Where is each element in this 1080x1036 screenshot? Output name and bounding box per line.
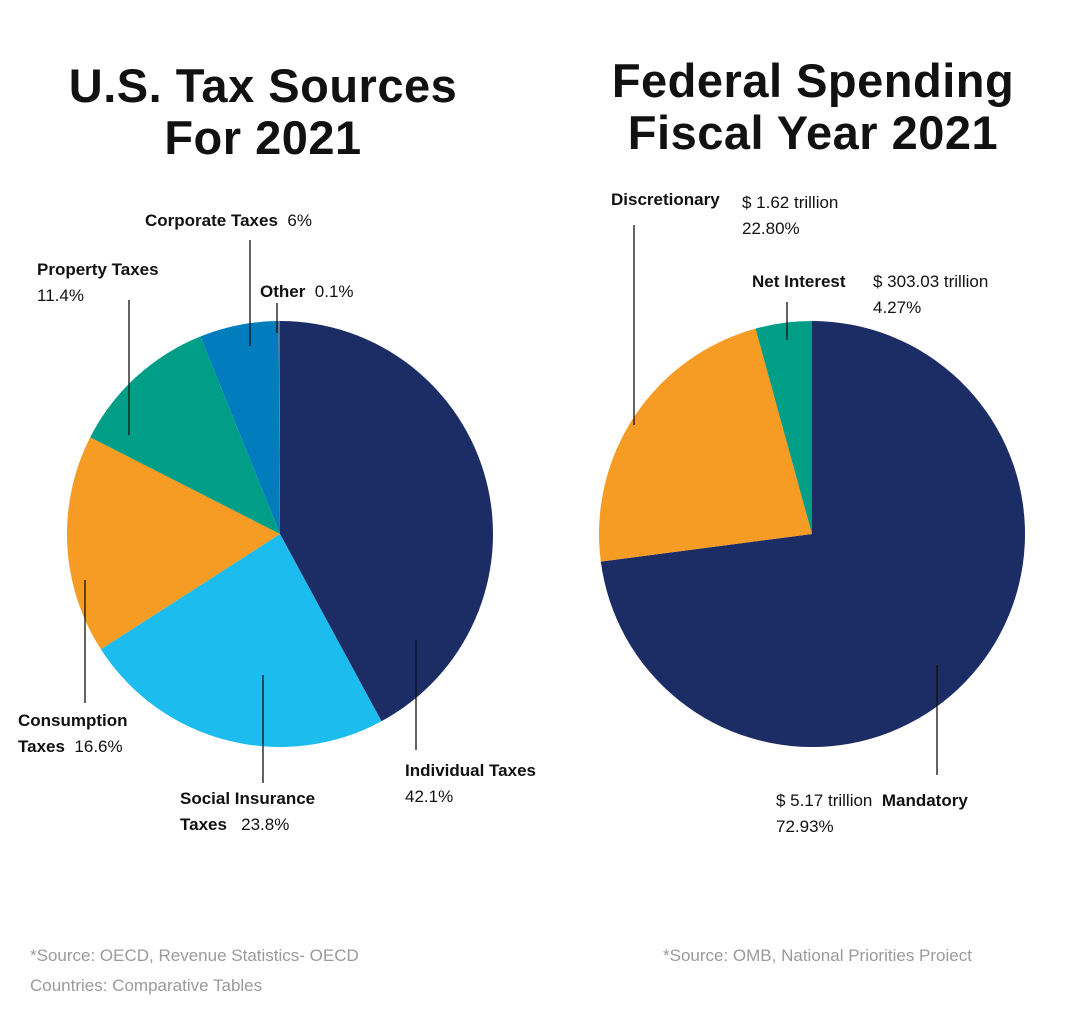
label-net-interest: Net Interest — [752, 272, 846, 291]
spending-source-note: *Source: OMB, National Priorities Proiec… — [663, 946, 972, 965]
value-net-interest: $ 303.03 trillion 4.27% — [873, 272, 989, 317]
pie-slice-other — [278, 321, 280, 534]
label-individual: Individual Taxes 42.1% — [405, 761, 537, 806]
tax-chart-title: U.S. Tax Sources For 2021 — [40, 60, 486, 164]
label-social: Social Insurance Taxes 23.8% — [180, 789, 316, 834]
pie-slice-consumption — [66, 437, 281, 650]
label-mandatory: $ 5.17 trillion Mandatory 72.93% — [776, 791, 968, 836]
label-property: Property Taxes 11.4% — [37, 260, 159, 305]
leader-lines — [84, 225, 938, 783]
value-discretionary: $ 1.62 trillion 22.80% — [742, 193, 839, 238]
pie-slice-social-insurance — [100, 534, 382, 747]
tax-title-line2: For 2021 — [164, 111, 362, 164]
pie-slice-corporate-taxes — [200, 321, 280, 534]
spending-chart-title: Federal Spending Fiscal Year 2021 — [590, 55, 1036, 159]
tax-source-note: *Source: OECD, Revenue Statistics- OECD C… — [30, 946, 359, 995]
label-corporate: Corporate Taxes 6% — [145, 211, 312, 230]
label-discretionary: Discretionary — [611, 190, 720, 209]
pie-slice-mandatory — [600, 321, 1025, 747]
pie-slice-property-taxes — [90, 336, 280, 534]
pie-slice-individual-taxes — [280, 321, 493, 722]
label-other: Other 0.1% — [260, 282, 354, 301]
pie-slice-discretionary — [598, 328, 812, 562]
tax-title-line1: U.S. Tax Sources — [68, 59, 458, 112]
spending-pie — [598, 321, 1025, 747]
pie-slice-net-interest — [755, 321, 812, 534]
tax-pie — [66, 321, 493, 747]
spending-title-line1: Federal Spending — [611, 54, 1015, 107]
spending-title-line2: Fiscal Year 2021 — [627, 106, 999, 159]
label-consumption: Consumption Taxes 16.6% — [18, 711, 128, 756]
